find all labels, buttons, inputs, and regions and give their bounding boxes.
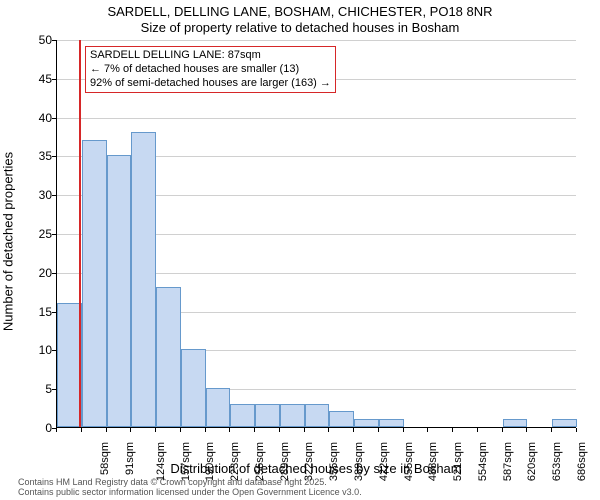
y-tick-mark — [52, 195, 56, 196]
y-tick-mark — [52, 234, 56, 235]
histogram-bar — [329, 411, 354, 427]
chart-title-main: SARDELL, DELLING LANE, BOSHAM, CHICHESTE… — [0, 4, 600, 19]
x-tick-label: 488sqm — [427, 442, 439, 481]
y-tick-label: 45 — [39, 72, 52, 86]
y-tick-label: 50 — [39, 33, 52, 47]
histogram-bar — [156, 287, 181, 427]
x-tick-label: 58sqm — [99, 442, 111, 475]
x-tick-label: 422sqm — [378, 442, 390, 481]
histogram-bar — [379, 419, 404, 427]
x-tick-mark — [427, 428, 428, 432]
x-tick-mark — [279, 428, 280, 432]
footer-attribution: Contains HM Land Registry data © Crown c… — [18, 478, 362, 498]
x-tick-label: 389sqm — [353, 442, 365, 481]
x-tick-label: 91sqm — [124, 442, 136, 475]
x-tick-mark — [180, 428, 181, 432]
y-tick-mark — [52, 118, 56, 119]
annotation-box: SARDELL DELLING LANE: 87sqm← 7% of detac… — [85, 46, 336, 93]
y-tick-label: 30 — [39, 188, 52, 202]
x-tick-label: 256sqm — [254, 442, 266, 481]
x-tick-label: 455sqm — [403, 442, 415, 481]
x-tick-label: 289sqm — [279, 442, 291, 481]
x-tick-mark — [304, 428, 305, 432]
x-tick-label: 355sqm — [328, 442, 340, 481]
x-tick-mark — [155, 428, 156, 432]
x-tick-label: 686sqm — [576, 442, 588, 481]
marker-line — [79, 40, 81, 427]
x-tick-label: 521sqm — [452, 442, 464, 481]
x-tick-label: 223sqm — [229, 442, 241, 481]
x-tick-mark — [452, 428, 453, 432]
x-tick-label: 124sqm — [155, 442, 167, 481]
chart-title-sub: Size of property relative to detached ho… — [0, 20, 600, 35]
y-tick-label: 5 — [45, 382, 52, 396]
histogram-bar — [255, 404, 280, 427]
x-tick-mark — [229, 428, 230, 432]
histogram-bar — [107, 155, 132, 427]
annotation-line: SARDELL DELLING LANE: 87sqm — [90, 49, 331, 63]
x-tick-label: 190sqm — [205, 442, 217, 481]
gridline — [57, 40, 576, 41]
y-tick-mark — [52, 350, 56, 351]
x-tick-mark — [551, 428, 552, 432]
x-tick-mark — [502, 428, 503, 432]
y-tick-label: 10 — [39, 343, 52, 357]
chart-container: SARDELL, DELLING LANE, BOSHAM, CHICHESTE… — [0, 0, 600, 500]
annotation-line: ← 7% of detached houses are smaller (13) — [90, 63, 331, 77]
histogram-bar — [206, 388, 231, 427]
x-tick-mark — [106, 428, 107, 432]
y-tick-mark — [52, 389, 56, 390]
y-tick-label: 25 — [39, 227, 52, 241]
x-tick-mark — [576, 428, 577, 432]
y-tick-mark — [52, 79, 56, 80]
annotation-line: 92% of semi-detached houses are larger (… — [90, 77, 331, 91]
histogram-bar — [305, 404, 330, 427]
plot-area: SARDELL DELLING LANE: 87sqm← 7% of detac… — [56, 40, 576, 428]
footer-line-2: Contains public sector information licen… — [18, 488, 362, 498]
x-tick-mark — [205, 428, 206, 432]
y-axis-label: Number of detached properties — [1, 152, 16, 331]
x-tick-mark — [328, 428, 329, 432]
gridline — [57, 118, 576, 119]
y-tick-mark — [52, 312, 56, 313]
histogram-bar — [280, 404, 305, 427]
y-tick-label: 0 — [45, 421, 52, 435]
x-tick-label: 554sqm — [477, 442, 489, 481]
x-tick-mark — [353, 428, 354, 432]
y-tick-label: 20 — [39, 266, 52, 280]
x-tick-label: 322sqm — [304, 442, 316, 481]
x-tick-mark — [526, 428, 527, 432]
y-tick-label: 40 — [39, 111, 52, 125]
y-tick-mark — [52, 40, 56, 41]
x-tick-mark — [378, 428, 379, 432]
histogram-bar — [503, 419, 528, 427]
x-tick-mark — [254, 428, 255, 432]
x-tick-mark — [56, 428, 57, 432]
y-tick-mark — [52, 156, 56, 157]
histogram-bar — [131, 132, 156, 427]
y-tick-label: 35 — [39, 149, 52, 163]
x-tick-mark — [403, 428, 404, 432]
histogram-bar — [552, 419, 577, 427]
x-tick-label: 653sqm — [551, 442, 563, 481]
x-tick-mark — [81, 428, 82, 432]
x-tick-mark — [130, 428, 131, 432]
histogram-bar — [230, 404, 255, 427]
x-tick-mark — [477, 428, 478, 432]
x-tick-label: 157sqm — [180, 442, 192, 481]
histogram-bar — [181, 349, 206, 427]
x-tick-label: 587sqm — [502, 442, 514, 481]
histogram-bar — [354, 419, 379, 427]
histogram-bar — [82, 140, 107, 427]
y-tick-label: 15 — [39, 305, 52, 319]
x-tick-label: 620sqm — [526, 442, 538, 481]
y-tick-mark — [52, 273, 56, 274]
